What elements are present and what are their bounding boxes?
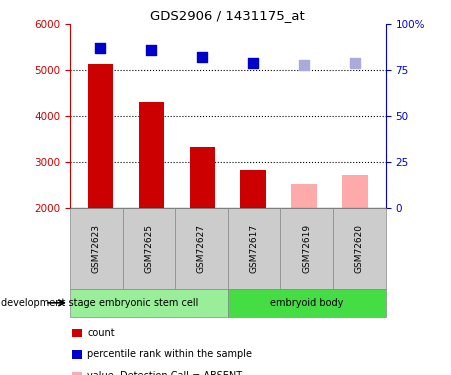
Point bbox=[300, 62, 308, 68]
Text: development stage: development stage bbox=[1, 298, 96, 308]
Text: percentile rank within the sample: percentile rank within the sample bbox=[87, 350, 253, 359]
Point bbox=[199, 54, 206, 60]
Text: GSM72619: GSM72619 bbox=[302, 224, 311, 273]
Bar bbox=[240, 171, 266, 208]
Bar bbox=[88, 64, 113, 208]
Text: value, Detection Call = ABSENT: value, Detection Call = ABSENT bbox=[87, 371, 243, 375]
Point bbox=[97, 45, 104, 51]
Point bbox=[148, 47, 155, 53]
Point bbox=[351, 60, 359, 66]
Bar bbox=[189, 147, 215, 208]
Bar bbox=[342, 175, 368, 208]
Title: GDS2906 / 1431175_at: GDS2906 / 1431175_at bbox=[150, 9, 305, 22]
Bar bbox=[291, 184, 317, 208]
Text: GSM72623: GSM72623 bbox=[92, 224, 101, 273]
Text: GSM72620: GSM72620 bbox=[355, 224, 364, 273]
Text: GSM72625: GSM72625 bbox=[144, 224, 153, 273]
Text: GSM72627: GSM72627 bbox=[197, 224, 206, 273]
Text: embryoid body: embryoid body bbox=[270, 298, 343, 308]
Point bbox=[249, 60, 257, 66]
Text: GSM72617: GSM72617 bbox=[249, 224, 258, 273]
Text: count: count bbox=[87, 328, 115, 338]
Text: embryonic stem cell: embryonic stem cell bbox=[99, 298, 198, 308]
Bar bbox=[138, 102, 164, 208]
